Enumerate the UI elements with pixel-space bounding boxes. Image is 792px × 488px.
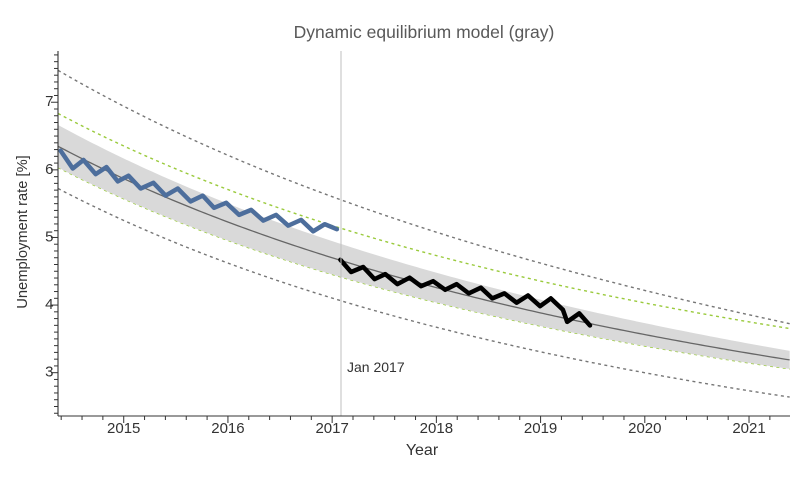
svg-text:7: 7: [45, 93, 53, 110]
svg-text:2017: 2017: [315, 420, 348, 437]
svg-text:2019: 2019: [524, 420, 557, 437]
svg-text:2016: 2016: [211, 420, 244, 437]
svg-text:4: 4: [45, 296, 53, 313]
svg-text:2021: 2021: [732, 420, 765, 437]
svg-text:6: 6: [45, 161, 53, 178]
svg-text:3: 3: [45, 364, 53, 381]
svg-text:2018: 2018: [420, 420, 453, 437]
svg-text:2015: 2015: [107, 420, 140, 437]
svg-text:2020: 2020: [628, 420, 661, 437]
svg-text:5: 5: [45, 228, 53, 245]
